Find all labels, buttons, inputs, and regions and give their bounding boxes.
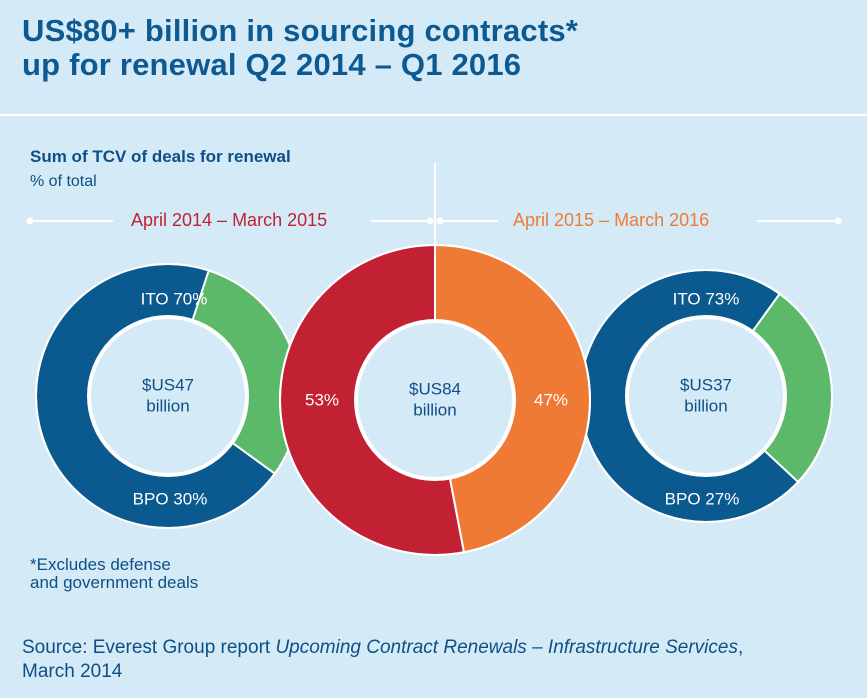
donut-center-hole <box>354 319 516 481</box>
footnote-line-2: and government deals <box>30 573 199 592</box>
donut-right-slice-label: BPO 27% <box>665 489 740 508</box>
title-divider <box>0 114 867 116</box>
period-label-left: April 2014 – March 2015 <box>131 210 328 230</box>
source-note: Source: Everest Group report Upcoming Co… <box>22 636 852 684</box>
donut-center-center-label: $US84 <box>409 379 461 398</box>
source-prefix: Source: Everest Group report <box>22 637 276 658</box>
period-rule-left <box>26 217 434 225</box>
source-date: March 2014 <box>22 661 123 682</box>
donut-right-slice-label: ITO 73% <box>673 289 740 308</box>
period-label-right: April 2015 – March 2016 <box>513 210 710 230</box>
footnote-line-1: *Excludes defense <box>30 555 171 574</box>
donut-center-slice-label: 53% <box>305 390 339 409</box>
source-suffix: , <box>737 637 744 658</box>
donut-left: ITO 70% BPO 30% $US47 billion <box>35 263 301 529</box>
chart-subtitle: Sum of TCV of deals for renewal <box>30 147 291 166</box>
donut-center-slice-label: 47% <box>534 390 568 409</box>
donut-left-center-label: $US47 <box>142 375 194 394</box>
donut-center: 53% 47% $US84 billion <box>279 243 592 556</box>
donut-right: ITO 73% BPO 27% $US37 billion <box>579 269 833 523</box>
donut-left-center-label: billion <box>146 396 189 415</box>
donut-left-slice-label: ITO 70% <box>141 289 208 308</box>
page-title: US$80+ billion in sourcing contracts* up… <box>22 14 578 82</box>
donut-left-slice-label: BPO 30% <box>133 489 208 508</box>
period-rule-right <box>436 217 842 225</box>
donut-right-hole <box>625 315 787 477</box>
donut-right-center-label: billion <box>684 396 727 415</box>
donut-left-hole <box>87 315 249 477</box>
unit-label: % of total <box>30 173 97 190</box>
donut-center-center-label: billion <box>413 400 456 419</box>
source-report-title: Upcoming Contract Renewals – Infrastruct… <box>275 637 738 658</box>
footnote: *Excludes defense and government deals <box>30 556 198 592</box>
donut-right-center-label: $US37 <box>680 375 732 394</box>
title-line-1: US$80+ billion in sourcing contracts* <box>22 13 579 48</box>
title-line-2: up for renewal Q2 2014 – Q1 2016 <box>22 47 522 82</box>
